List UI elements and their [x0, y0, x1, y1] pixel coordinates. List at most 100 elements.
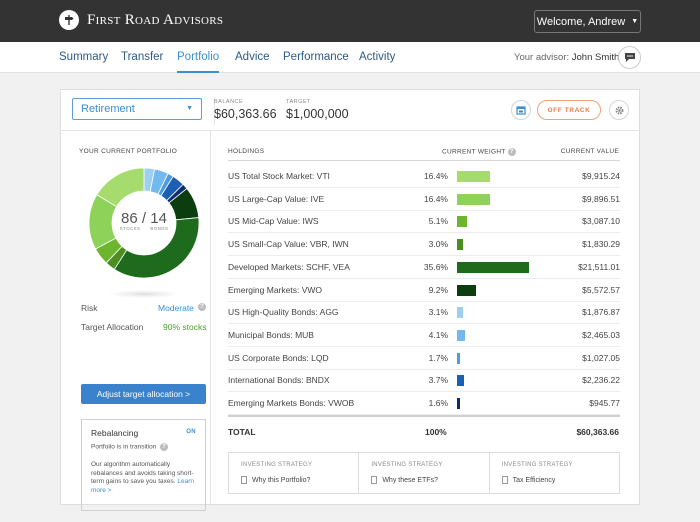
table-row[interactable]: Emerging Markets: VWO 9.2% $5,572.57: [228, 280, 620, 302]
help-icon[interactable]: ?: [198, 303, 206, 311]
allocation-labels: STOCKS BONDS: [87, 226, 201, 231]
holding-weight: 3.7%: [428, 375, 448, 386]
brand-logo[interactable]: First Road Advisors: [59, 10, 223, 30]
strategy-link-text: Why these ETFs?: [382, 476, 438, 484]
strategy-card[interactable]: INVESTING STRATEGY Why these ETFs?: [359, 453, 490, 493]
donut-segment[interactable]: [96, 167, 145, 208]
tab-transfer[interactable]: Transfer: [121, 51, 164, 63]
rebalancing-description: Our algorithm automatically rebalances a…: [91, 461, 199, 495]
brand-name: First Road Advisors: [87, 11, 224, 28]
weight-bar: [457, 239, 464, 251]
holding-value: $21,511.01: [578, 261, 620, 272]
weight-bar: [457, 352, 461, 364]
holding-value: $9,915.24: [582, 171, 620, 181]
holding-value: $1,027.05: [582, 352, 620, 363]
holding-name[interactable]: Emerging Markets: VWO: [228, 284, 322, 295]
weight-bar: [457, 284, 476, 296]
table-row[interactable]: US Small-Cap Value: VBR, IWN 3.0% $1,830.2…: [228, 234, 620, 257]
adjust-allocation-button[interactable]: Adjust target allocation >: [81, 384, 206, 404]
holding-value: $2,465.03: [582, 329, 620, 340]
target-allocation-label: Target Allocation: [81, 322, 144, 332]
table-row[interactable]: Municipal Bonds: MUB 4.1% $2,465.03: [228, 325, 620, 347]
risk-label: Risk: [81, 303, 98, 313]
holding-name[interactable]: US Small-Cap Value: VBR, IWN: [228, 239, 349, 250]
table-row[interactable]: International Bonds: BNDX 3.7% $2,236.22: [228, 370, 620, 393]
document-icon: [501, 476, 508, 484]
help-icon[interactable]: ?: [160, 443, 169, 451]
balance-stat: BALANCE $60,363.66: [214, 99, 277, 121]
status-badge[interactable]: OFF TRACK: [537, 100, 601, 120]
holding-name[interactable]: Emerging Markets Bonds: VWOB: [228, 398, 355, 408]
holding-name[interactable]: US Mid-Cap Value: IWS: [228, 216, 319, 227]
advisor-name[interactable]: John Smith: [571, 52, 620, 63]
top-bar: First Road Advisors Welcome, Andrew ▼: [0, 0, 700, 42]
current-weight-header: CURRENT WEIGHT ?: [442, 148, 516, 156]
current-value-header: CURRENT VALUE: [560, 148, 619, 155]
table-row[interactable]: US Mid-Cap Value: IWS 5.1% $3,087.10: [228, 211, 620, 234]
table-row[interactable]: US High-Quality Bonds: AGG 3.1% $1,876.87: [228, 302, 620, 325]
user-menu-button[interactable]: Welcome, Andrew ▼: [534, 10, 641, 33]
rebalancing-toggle[interactable]: ON: [186, 429, 196, 435]
document-icon: [371, 476, 378, 484]
holding-name[interactable]: Developed Markets: SCHF, VEA: [228, 261, 350, 272]
rebalancing-box: Rebalancing ON Portfolio is in transitio…: [81, 419, 206, 511]
holding-name[interactable]: US High-Quality Bonds: AGG: [228, 307, 339, 318]
tab-activity[interactable]: Activity: [359, 51, 396, 63]
current-weight-label: CURRENT WEIGHT: [442, 148, 506, 156]
holding-weight: 1.6%: [428, 398, 448, 408]
account-select[interactable]: Retirement ▼: [72, 98, 202, 120]
header-divider: [228, 160, 620, 161]
gear-icon: [615, 106, 623, 114]
table-row[interactable]: Developed Markets: SCHF, VEA 35.6% $21,511…: [228, 257, 620, 279]
learn-more-link[interactable]: Learn more >: [91, 478, 194, 494]
tab-summary[interactable]: Summary: [59, 51, 109, 63]
holding-value: $3,087.10: [582, 216, 620, 227]
donut-shadow: [107, 290, 181, 298]
holding-name[interactable]: International Bonds: BNDX: [228, 375, 330, 386]
settings-button[interactable]: [609, 100, 629, 120]
calendar-icon: [516, 106, 526, 115]
strategy-link[interactable]: Tax Efficiency: [501, 476, 556, 484]
allocation-donut-chart: [88, 167, 200, 279]
tab-performance[interactable]: Performance: [283, 51, 349, 63]
holding-name[interactable]: US Corporate Bonds: LQD: [228, 352, 329, 363]
risk-value[interactable]: Moderate: [158, 303, 194, 313]
calendar-button[interactable]: [511, 100, 531, 120]
table-row[interactable]: Emerging Markets Bonds: VWOB 1.6% $945.77: [228, 393, 620, 415]
target-allocation-value: 90% stocks: [163, 322, 207, 332]
chat-button[interactable]: [618, 46, 641, 69]
strategy-link[interactable]: Why these ETFs?: [371, 476, 438, 484]
nav-bar: Summary Transfer Portfolio Advice Perfor…: [0, 42, 700, 73]
holding-weight: 3.0%: [428, 239, 448, 250]
target-label: TARGET: [286, 99, 311, 105]
tab-advice[interactable]: Advice: [235, 51, 270, 63]
table-row[interactable]: US Large-Cap Value: IVE 16.4% $9,896.51: [228, 189, 620, 211]
table-row[interactable]: US Corporate Bonds: LQD 1.7% $1,027.05: [228, 348, 620, 370]
holding-name[interactable]: US Large-Cap Value: IVE: [228, 193, 325, 204]
total-label: TOTAL: [228, 427, 256, 437]
strategy-card[interactable]: INVESTING STRATEGY Tax Efficiency: [490, 453, 619, 493]
weight-bar: [457, 261, 529, 273]
account-select-value: Retirement: [81, 103, 135, 115]
holdings-header: HOLDINGS: [228, 148, 265, 155]
strategy-link-text: Tax Efficiency: [512, 476, 556, 484]
rebalancing-subtitle: Portfolio is in transition: [91, 443, 157, 451]
tab-portfolio[interactable]: Portfolio: [177, 42, 220, 73]
investing-strategies: INVESTING STRATEGY Why this Portfolio? I…: [228, 452, 620, 494]
total-divider: [228, 415, 620, 417]
card-header: Retirement ▼ BALANCE $60,363.66 TARGET $…: [61, 90, 641, 131]
holding-name[interactable]: US Total Stock Market: VTI: [228, 171, 330, 181]
holding-name[interactable]: Municipal Bonds: MUB: [228, 329, 314, 340]
holding-value: $1,830.29: [582, 239, 620, 250]
strategy-link[interactable]: Why this Portfolio?: [241, 476, 310, 484]
strategy-card[interactable]: INVESTING STRATEGY Why this Portfolio?: [229, 453, 360, 493]
table-row[interactable]: US Total Stock Market: VTI 16.4% $9,915.24: [228, 166, 620, 188]
weight-bar: [457, 193, 491, 205]
weight-bar: [457, 307, 464, 319]
stocks-count: 86: [121, 210, 138, 227]
chevron-down-icon: ▼: [186, 105, 193, 112]
help-icon[interactable]: ?: [507, 148, 516, 156]
bonds-label: BONDS: [150, 226, 169, 231]
portfolio-summary-panel: YOUR CURRENT PORTFOLIO 86 / 14 STOCKS BO…: [61, 131, 211, 511]
holding-weight: 5.1%: [428, 216, 448, 227]
